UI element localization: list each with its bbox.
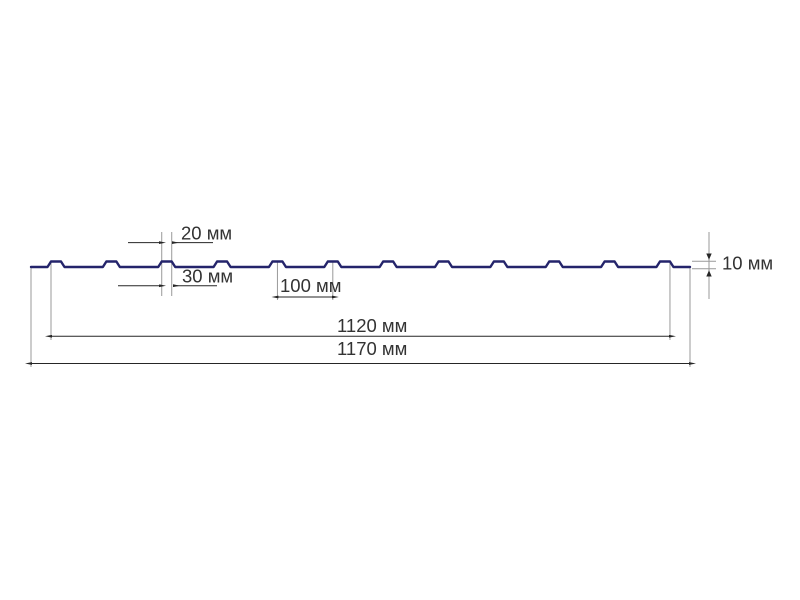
svg-text:1120 мм: 1120 мм: [337, 315, 407, 336]
svg-text:100 мм: 100 мм: [280, 275, 341, 296]
svg-text:30 мм: 30 мм: [182, 266, 233, 287]
svg-text:1170 мм: 1170 мм: [337, 338, 407, 359]
svg-text:10 мм: 10 мм: [722, 253, 773, 274]
svg-text:20 мм: 20 мм: [181, 223, 232, 244]
